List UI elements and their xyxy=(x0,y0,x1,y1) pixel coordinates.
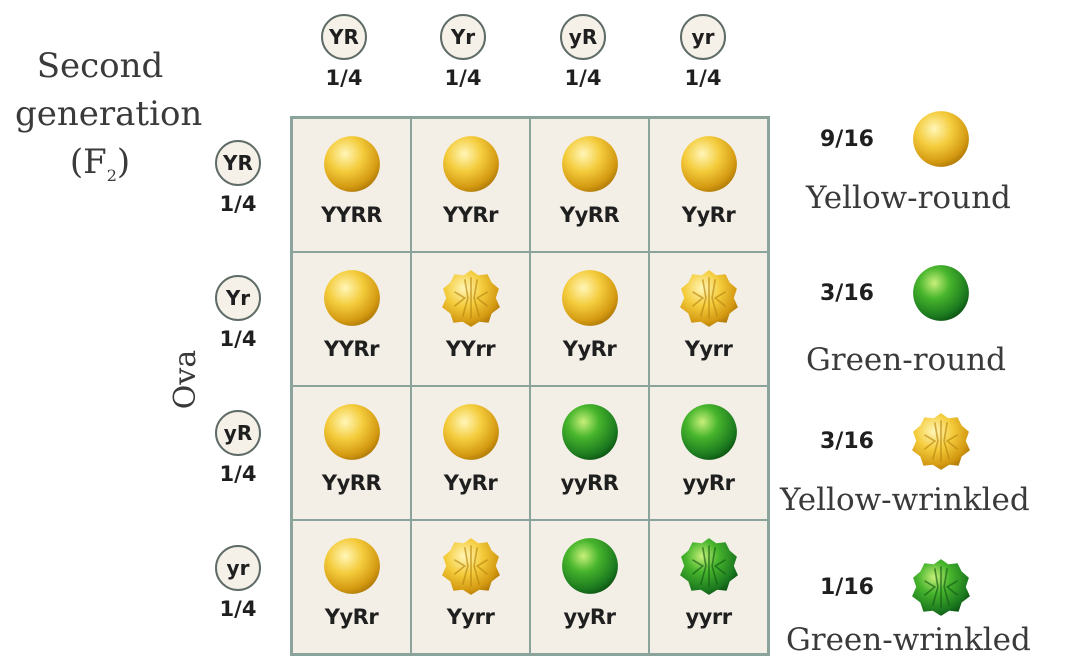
allele-circle: yr xyxy=(680,14,726,60)
yellow-round-pea-icon xyxy=(323,136,380,192)
punnett-cell: YyRr xyxy=(530,252,649,386)
punnett-square: YYRR YYRr YyRR YyRr YYRr YYrr YyRr Yyrr YyRR YyRr… xyxy=(290,116,770,656)
allele-circle: Yr xyxy=(215,275,261,321)
row-header: yr 1/4 xyxy=(208,545,268,621)
green-round-pea-icon xyxy=(561,404,618,460)
genotype-label: YyRr xyxy=(681,203,736,227)
genotype-label: YYRr xyxy=(324,337,379,361)
punnett-cell: YyRr xyxy=(649,118,768,252)
punnett-cell: Yyrr xyxy=(649,252,768,386)
genotype-label: YyRR xyxy=(321,471,382,495)
column-header: yR 1/4 xyxy=(533,14,633,90)
yellow-round-pea-icon xyxy=(323,538,380,594)
genotype-label: YyRr xyxy=(562,337,617,361)
punnett-cell: YyRr xyxy=(292,520,411,654)
legend-label: Green-round xyxy=(806,342,1006,378)
yellow-round-pea-icon xyxy=(323,404,380,460)
yellow-wrinkled-pea-icon xyxy=(679,270,738,327)
punnett-cell: YyRR xyxy=(292,386,411,520)
yellow-round-pea-icon xyxy=(680,136,737,192)
legend-fraction: 1/16 xyxy=(820,574,874,600)
green-round-pea-icon xyxy=(680,404,737,460)
punnett-cell: YyRr xyxy=(411,386,530,520)
punnett-cell: yyrr xyxy=(649,520,768,654)
punnett-cell: YyRR xyxy=(530,118,649,252)
punnett-cell: Yyrr xyxy=(411,520,530,654)
legend-entry: 3/16 Green-round xyxy=(806,262,1006,378)
legend-fraction: 9/16 xyxy=(820,126,874,152)
punnett-cell: YYRr xyxy=(292,252,411,386)
legend-entry: 9/16 Yellow-round xyxy=(806,108,1011,216)
green-wrinkled-pea-icon xyxy=(679,538,738,595)
allele-fraction: 1/4 xyxy=(219,192,257,216)
green-round-pea-icon xyxy=(910,262,972,324)
punnett-cell: yyRr xyxy=(530,520,649,654)
legend-entry: 1/16 Green-wrinkled xyxy=(786,556,1031,658)
allele-fraction: 1/4 xyxy=(219,597,257,621)
legend-label: Yellow-round xyxy=(806,180,1011,216)
allele-circle: YR xyxy=(321,14,367,60)
genotype-label: yyrr xyxy=(685,605,732,629)
allele-circle: Yr xyxy=(440,14,486,60)
allele-fraction: 1/4 xyxy=(219,327,257,351)
row-header: yR 1/4 xyxy=(208,410,268,486)
punnett-cell: YYrr xyxy=(411,252,530,386)
punnett-cell: YYRR xyxy=(292,118,411,252)
allele-fraction: 1/4 xyxy=(444,66,482,90)
green-wrinkled-pea-icon xyxy=(910,556,972,618)
column-header: yr 1/4 xyxy=(653,14,753,90)
allele-fraction: 1/4 xyxy=(684,66,722,90)
genotype-label: Yyrr xyxy=(684,337,733,361)
genotype-label: YYRR xyxy=(321,203,382,227)
allele-circle: yR xyxy=(560,14,606,60)
yellow-round-pea-icon xyxy=(323,270,380,326)
legend-fraction: 3/16 xyxy=(820,428,874,454)
allele-circle: YR xyxy=(215,140,261,186)
genotype-label: yyRr xyxy=(563,605,616,629)
column-header: YR 1/4 xyxy=(294,14,394,90)
ova-axis-label: Ova xyxy=(168,349,204,410)
legend-fraction: 3/16 xyxy=(820,280,874,306)
genotype-label: YYRr xyxy=(443,203,498,227)
allele-fraction: 1/4 xyxy=(325,66,363,90)
genotype-label: Yyrr xyxy=(446,605,495,629)
genotype-label: YyRr xyxy=(443,471,498,495)
legend-label: Green-wrinkled xyxy=(786,622,1031,658)
yellow-round-pea-icon xyxy=(910,108,972,170)
title-line-3: (F2) xyxy=(69,142,131,185)
diagram-title: Second generation (F2) xyxy=(15,42,203,200)
punnett-cell: yyRr xyxy=(649,386,768,520)
yellow-round-pea-icon xyxy=(442,136,499,192)
allele-circle: yR xyxy=(215,410,261,456)
genotype-label: yyRR xyxy=(560,471,619,495)
yellow-wrinkled-pea-icon xyxy=(910,410,972,472)
column-header: Yr 1/4 xyxy=(413,14,513,90)
green-round-pea-icon xyxy=(561,538,618,594)
row-header: YR 1/4 xyxy=(208,140,268,216)
yellow-wrinkled-pea-icon xyxy=(441,538,500,595)
yellow-round-pea-icon xyxy=(561,136,618,192)
title-line-1: Second xyxy=(36,46,164,86)
genotype-label: YyRR xyxy=(559,203,620,227)
allele-fraction: 1/4 xyxy=(219,462,257,486)
genotype-label: YyRr xyxy=(324,605,379,629)
punnett-cell: yyRR xyxy=(530,386,649,520)
legend-label: Yellow-wrinkled xyxy=(780,482,1030,518)
row-header: Yr 1/4 xyxy=(208,275,268,351)
yellow-round-pea-icon xyxy=(442,404,499,460)
genotype-label: yyRr xyxy=(682,471,735,495)
yellow-wrinkled-pea-icon xyxy=(441,270,500,327)
allele-circle: yr xyxy=(215,545,261,591)
punnett-cell: YYRr xyxy=(411,118,530,252)
allele-fraction: 1/4 xyxy=(564,66,602,90)
title-line-2: generation xyxy=(15,94,203,134)
genotype-label: YYrr xyxy=(445,337,496,361)
yellow-round-pea-icon xyxy=(561,270,618,326)
legend-entry: 3/16 Yellow-wrinkled xyxy=(780,410,1030,518)
